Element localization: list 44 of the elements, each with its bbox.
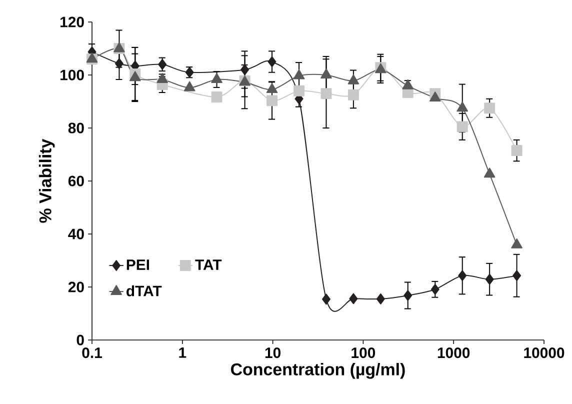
- point: [268, 56, 276, 68]
- legend-label: PEI: [126, 260, 150, 270]
- point: [266, 95, 278, 106]
- y-tick-label: 20: [68, 282, 84, 292]
- x-tick-label: 100: [352, 348, 376, 358]
- y-tick-label: 120: [60, 16, 84, 28]
- x-axis-title: Concentration (µg/ml): [231, 362, 405, 379]
- y-axis-title: % Viability: [38, 138, 55, 223]
- point: [294, 85, 305, 96]
- point: [348, 89, 359, 100]
- y-tick-label: 100: [60, 70, 84, 80]
- point: [349, 293, 358, 304]
- x-tick-label: 1000: [438, 348, 470, 358]
- y-tick-label: 0: [76, 334, 84, 346]
- point: [430, 284, 440, 295]
- point: [129, 71, 141, 82]
- point: [158, 58, 167, 70]
- point: [511, 238, 522, 248]
- legend-label: TAT: [195, 260, 222, 270]
- point: [511, 145, 522, 156]
- point: [322, 294, 330, 305]
- point: [484, 168, 496, 178]
- legend-label: dTAT: [126, 285, 162, 296]
- point: [512, 270, 522, 282]
- x-tick-label: 10: [265, 348, 280, 358]
- point: [320, 88, 332, 100]
- x-tick-label: 1: [179, 348, 186, 358]
- point: [402, 79, 414, 90]
- x-tick-label: 0.1: [82, 348, 102, 358]
- point: [458, 270, 467, 282]
- x-tick-label: 10000: [524, 348, 564, 358]
- point: [484, 102, 496, 114]
- point: [485, 274, 494, 285]
- y-tick-label: 40: [68, 228, 84, 240]
- point: [348, 74, 360, 84]
- point: [184, 81, 196, 92]
- point: [429, 92, 441, 102]
- y-tick-label: 60: [68, 176, 84, 186]
- y-tick-label: 80: [68, 122, 84, 134]
- point: [404, 290, 412, 301]
- point: [376, 293, 385, 304]
- point: [211, 92, 222, 102]
- point: [293, 69, 305, 80]
- point: [320, 68, 332, 78]
